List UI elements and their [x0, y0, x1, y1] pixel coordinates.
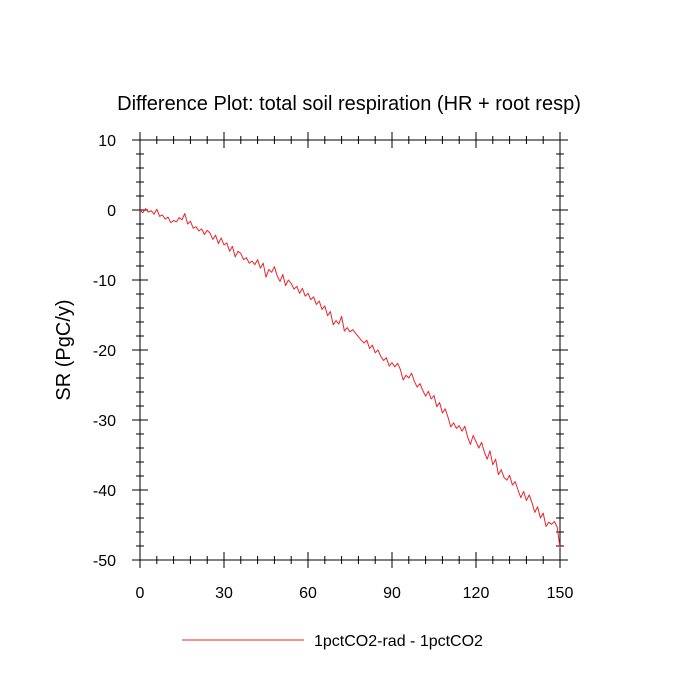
- series-layer: [139, 208, 561, 549]
- x-tick-label: 60: [299, 585, 317, 602]
- y-tick-label: -10: [93, 273, 116, 290]
- y-axis-label: SR (PgC/y): [53, 299, 75, 400]
- y-tick-label: -50: [93, 553, 116, 570]
- x-tick-label: 0: [136, 585, 145, 602]
- plot-frame: [139, 139, 561, 561]
- legend: 1pctCO2-rad - 1pctCO2: [182, 633, 483, 650]
- y-tick-label: 0: [107, 203, 116, 220]
- x-tick-label: 150: [547, 585, 574, 602]
- legend-label: 1pctCO2-rad - 1pctCO2: [314, 633, 483, 650]
- x-tick-label: 120: [463, 585, 490, 602]
- y-tick-label: -20: [93, 343, 116, 360]
- chart-title: Difference Plot: total soil respiration …: [117, 93, 581, 115]
- x-tick-label: 90: [383, 585, 401, 602]
- series-line: [139, 208, 561, 549]
- y-tick-label: -30: [93, 413, 116, 430]
- y-tick-label: -40: [93, 483, 116, 500]
- x-tick-label: 30: [215, 585, 233, 602]
- axis-tick-labels: 0 30 60 90 120 150 10 0 -10 -20 -30 -40 -50: [93, 133, 574, 602]
- y-tick-label: 10: [98, 133, 116, 150]
- axis-ticks: [132, 132, 568, 568]
